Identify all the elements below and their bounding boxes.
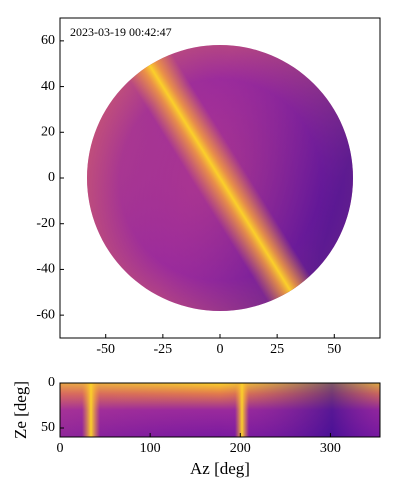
x-tick-label: 200 <box>230 441 251 456</box>
y-tick-label: 60 <box>41 33 55 48</box>
x-tick-label: 0 <box>217 342 224 357</box>
y-tick-label: 40 <box>41 79 55 94</box>
x-tick-label: 0 <box>57 441 64 456</box>
y-tick-label: -40 <box>36 262 55 277</box>
x-tick-label: -25 <box>154 342 173 357</box>
y-tick-label: 0 <box>48 170 55 185</box>
x-tick-label: 50 <box>327 342 341 357</box>
y-axis-label: Ze [deg] <box>11 381 30 439</box>
axes-frame <box>59 382 381 438</box>
x-tick-label: -50 <box>96 342 115 357</box>
x-axis-label: Az [deg] <box>190 459 250 478</box>
timestamp: 2023-03-19 00:42:47 <box>70 25 172 39</box>
y-tick-label: 0 <box>48 375 55 390</box>
y-tick-label: -20 <box>36 216 55 231</box>
y-tick-label: 50 <box>41 420 55 435</box>
sky-image <box>87 45 353 311</box>
y-tick-label: 20 <box>41 125 55 140</box>
x-tick-label: 25 <box>270 342 284 357</box>
y-tick-label: -60 <box>36 307 55 322</box>
x-tick-label: 100 <box>140 441 161 456</box>
panorama-image <box>60 383 380 437</box>
x-tick-label: 300 <box>320 441 341 456</box>
